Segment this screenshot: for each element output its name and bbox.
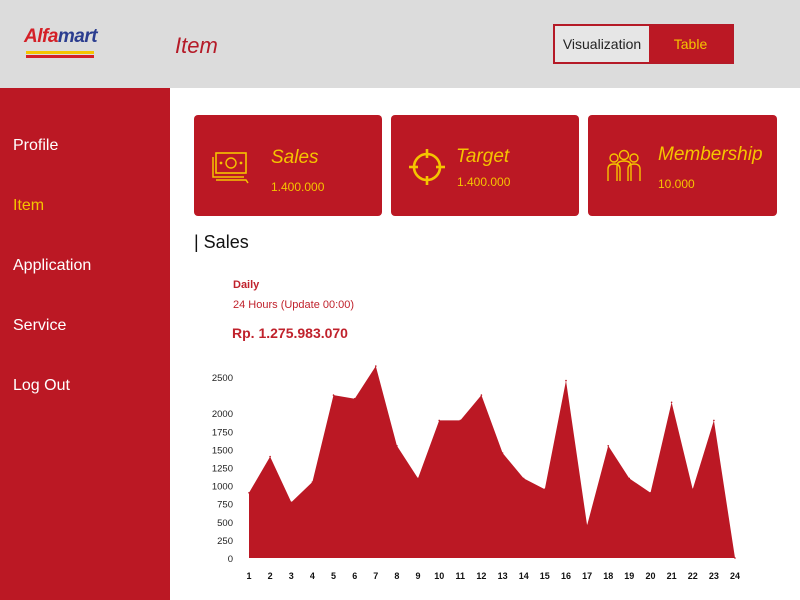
- y-tick-label-0: 0: [228, 554, 233, 565]
- sidebar-item-profile[interactable]: Profile: [13, 137, 59, 154]
- data-point-20: [649, 492, 652, 494]
- x-tick-label-24: 24: [730, 571, 740, 581]
- data-point-21: [670, 401, 673, 404]
- data-point-12: [480, 394, 483, 396]
- x-tick-label-21: 21: [667, 571, 677, 581]
- data-point-7: [375, 365, 377, 367]
- x-tick-label-14: 14: [519, 571, 529, 581]
- y-tick-label-1750: 1750: [212, 427, 233, 438]
- membership-card-value: 10.000: [658, 177, 695, 191]
- data-point-24: [734, 557, 736, 559]
- x-tick-label-22: 22: [688, 571, 698, 581]
- header-bar: Alfamart Item Visualization Table: [0, 0, 800, 88]
- x-tick-label-16: 16: [561, 571, 571, 581]
- target-icon: [409, 149, 445, 185]
- data-point-13: [501, 452, 504, 454]
- logo-stripe-yellow: [26, 51, 94, 54]
- data-point-1: [248, 492, 250, 494]
- data-point-16: [565, 379, 567, 382]
- data-point-15: [544, 488, 546, 490]
- data-point-9: [417, 477, 419, 480]
- x-tick-label-7: 7: [373, 571, 378, 581]
- y-tick-label-2500: 2500: [212, 373, 233, 384]
- sales-amount: Rp. 1.275.983.070: [232, 325, 348, 341]
- data-point-8: [396, 445, 398, 447]
- x-tick-label-9: 9: [415, 571, 420, 581]
- x-tick-label-1: 1: [246, 571, 251, 581]
- period-label: Daily: [233, 279, 260, 291]
- x-tick-label-20: 20: [645, 571, 655, 581]
- sidebar-item-logout[interactable]: Log Out: [13, 377, 70, 394]
- x-tick-label-6: 6: [352, 571, 357, 581]
- sales-card-value: 1.400.000: [271, 180, 325, 194]
- sidebar-item-application[interactable]: Application: [13, 257, 92, 274]
- update-note: 24 Hours (Update 00:00): [233, 299, 355, 311]
- y-tick-label-1250: 1250: [212, 464, 233, 475]
- visualization-tab[interactable]: Visualization: [555, 26, 649, 62]
- x-tick-label-4: 4: [310, 571, 315, 581]
- y-tick-label-1500: 1500: [212, 445, 233, 456]
- x-tick-label-2: 2: [268, 571, 273, 581]
- x-tick-label-3: 3: [289, 571, 294, 581]
- money-icon: [212, 152, 249, 184]
- x-tick-label-10: 10: [434, 571, 444, 581]
- y-tick-label-250: 250: [217, 536, 233, 547]
- data-point-22: [691, 488, 694, 490]
- page-title: Item: [175, 33, 218, 58]
- data-point-14: [522, 477, 525, 480]
- sidebar-item-item[interactable]: Item: [13, 197, 45, 214]
- x-tick-label-8: 8: [394, 571, 399, 581]
- x-tick-label-17: 17: [582, 571, 592, 581]
- people-icon: [607, 149, 641, 181]
- data-point-17: [586, 524, 588, 527]
- membership-card-title: Membership: [658, 144, 763, 165]
- data-point-23: [713, 419, 715, 422]
- data-point-11: [459, 419, 462, 422]
- target-card-title: Target: [456, 146, 510, 167]
- data-point-3: [290, 501, 293, 504]
- x-tick-label-11: 11: [456, 571, 466, 581]
- alfamart-logo[interactable]: Alfamart: [24, 26, 98, 60]
- y-tick-label-2000: 2000: [212, 409, 233, 420]
- view-toggle: Visualization Table: [553, 24, 734, 64]
- target-card[interactable]: Target 1.400.000: [391, 115, 579, 216]
- x-tick-label-19: 19: [624, 571, 634, 581]
- x-tick-label-15: 15: [540, 571, 550, 581]
- y-tick-label-1000: 1000: [212, 482, 233, 493]
- y-tick-label-500: 500: [217, 518, 233, 529]
- logo-stripe-red: [26, 55, 94, 58]
- x-tick-label-23: 23: [709, 571, 719, 581]
- sidebar: Profile Item Application Service Log Out: [0, 88, 170, 600]
- data-point-19: [628, 477, 631, 480]
- y-tick-label-750: 750: [217, 500, 233, 511]
- target-card-value: 1.400.000: [457, 175, 511, 189]
- x-tick-label-18: 18: [603, 571, 613, 581]
- data-point-5: [332, 394, 335, 396]
- data-point-2: [269, 455, 271, 458]
- data-point-6: [353, 397, 356, 400]
- data-point-4: [311, 481, 314, 483]
- table-tab[interactable]: Table: [649, 26, 732, 62]
- x-tick-label-13: 13: [498, 571, 508, 581]
- sales-card[interactable]: Sales 1.400.000: [194, 115, 382, 216]
- sales-card-title: Sales: [271, 147, 319, 168]
- sales-area-series: [249, 366, 735, 558]
- data-point-18: [607, 445, 609, 447]
- data-point-10: [438, 419, 440, 422]
- membership-card[interactable]: Membership 10.000: [588, 115, 777, 216]
- x-tick-label-5: 5: [331, 571, 336, 581]
- logo-text: Alfamart: [24, 26, 98, 47]
- section-title: | Sales: [194, 232, 249, 252]
- sidebar-item-service[interactable]: Service: [13, 317, 67, 334]
- x-tick-label-12: 12: [476, 571, 486, 581]
